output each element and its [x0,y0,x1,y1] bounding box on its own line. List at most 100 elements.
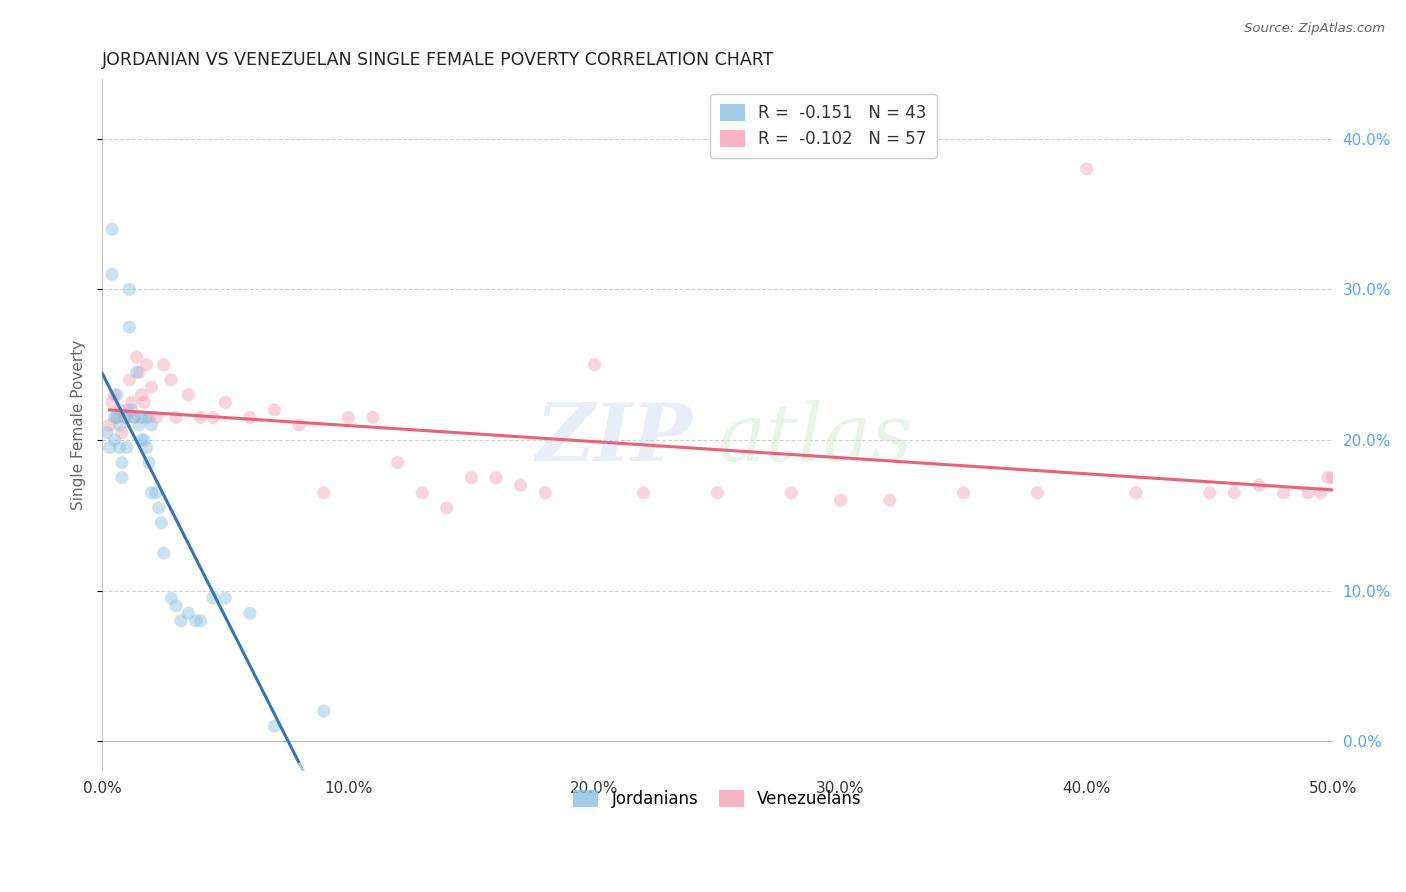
Point [263,719,285,733]
Point [101,268,124,282]
Point [115,410,138,425]
Point [132,395,155,409]
Point [534,485,557,500]
Point [108,403,131,417]
Point [485,471,508,485]
Point [145,410,167,425]
Point [98,417,121,432]
Y-axis label: Single Female Poverty: Single Female Poverty [72,340,86,510]
Text: ZIP: ZIP [536,401,693,477]
Point [165,410,187,425]
Point [1296,485,1319,500]
Point [583,358,606,372]
Point [115,403,138,417]
Point [1026,485,1049,500]
Point [125,365,148,379]
Point [633,485,655,500]
Point [122,410,145,425]
Point [1223,485,1246,500]
Point [111,456,134,470]
Point [239,606,262,620]
Point [1316,471,1339,485]
Point [122,410,145,425]
Point [115,441,138,455]
Point [105,410,128,425]
Text: JORDANIAN VS VENEZUELAN SINGLE FEMALE POVERTY CORRELATION CHART: JORDANIAN VS VENEZUELAN SINGLE FEMALE PO… [103,51,775,69]
Point [131,410,153,425]
Point [121,403,143,417]
Point [201,591,224,606]
Point [145,485,167,500]
Point [184,614,207,628]
Point [312,485,335,500]
Point [288,417,311,432]
Point [160,591,183,606]
Point [1272,485,1295,500]
Point [165,599,187,613]
Point [101,222,124,236]
Point [131,433,153,447]
Point [830,493,852,508]
Point [101,395,124,409]
Point [135,441,157,455]
Point [1247,478,1270,492]
Text: atlas: atlas [717,401,912,477]
Point [780,485,803,500]
Point [411,485,433,500]
Point [96,425,118,440]
Point [706,485,728,500]
Point [125,350,148,364]
Point [118,373,141,387]
Point [138,410,160,425]
Point [190,410,212,425]
Point [118,320,141,334]
Point [460,471,482,485]
Point [148,500,170,515]
Point [135,358,157,372]
Point [160,373,183,387]
Point [141,380,163,394]
Point [170,614,193,628]
Point [108,417,131,432]
Point [128,365,150,379]
Point [177,606,200,620]
Point [312,704,335,718]
Point [138,456,160,470]
Text: Source: ZipAtlas.com: Source: ZipAtlas.com [1244,22,1385,36]
Point [128,417,150,432]
Point [337,410,360,425]
Point [263,403,285,417]
Point [1198,485,1220,500]
Point [103,410,125,425]
Point [152,546,174,560]
Point [879,493,901,508]
Point [105,410,128,425]
Point [1322,471,1344,485]
Point [152,358,174,372]
Point [239,410,262,425]
Point [111,471,134,485]
Point [121,395,143,409]
Point [201,410,224,425]
Point [118,282,141,296]
Point [190,614,212,628]
Point [105,388,128,402]
Point [108,441,131,455]
Point [103,388,125,402]
Point [387,456,409,470]
Point [214,591,236,606]
Point [132,433,155,447]
Point [111,425,134,440]
Legend: Jordanians, Venezuelans: Jordanians, Venezuelans [567,783,868,815]
Point [1309,485,1331,500]
Point [131,388,153,402]
Point [177,388,200,402]
Point [436,500,458,515]
Point [112,410,135,425]
Point [98,441,121,455]
Point [150,516,173,530]
Point [509,478,531,492]
Point [141,417,163,432]
Point [1125,485,1147,500]
Point [103,433,125,447]
